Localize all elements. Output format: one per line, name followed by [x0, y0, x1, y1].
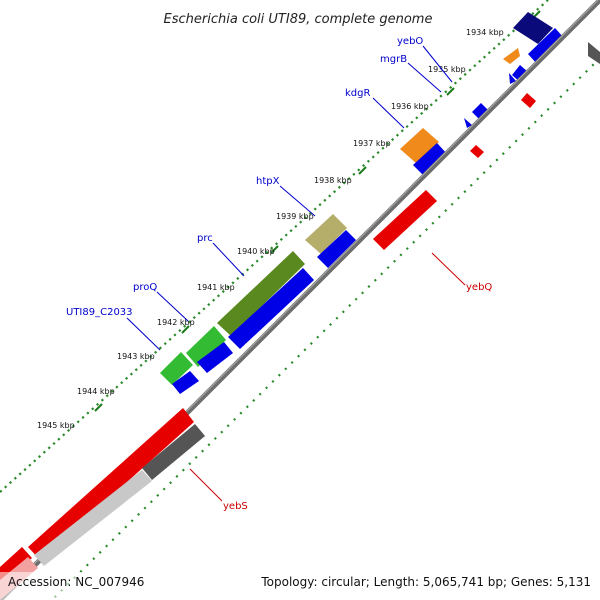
gene-labels-reverse: yebQ yebS — [189, 252, 492, 512]
leader-line — [372, 97, 405, 129]
tick-label: 1944 kbp — [77, 387, 115, 396]
genome-summary-text: Topology: circular; Length: 5,065,741 bp… — [260, 575, 591, 589]
leader-line — [212, 242, 245, 277]
cds-reverse — [373, 190, 437, 250]
cds-forward — [172, 371, 199, 394]
cds-forward — [512, 65, 528, 82]
tick-label: 1942 kbp — [157, 318, 195, 327]
leader-line — [407, 62, 442, 93]
cds-reverse — [521, 93, 536, 108]
tick-mark — [270, 245, 279, 254]
cog-feature-orange — [400, 128, 439, 163]
leader-line — [431, 252, 466, 286]
cog-feature-gray-2 — [142, 424, 205, 480]
tick-label: 1938 kbp — [314, 176, 352, 185]
leader-line — [422, 45, 453, 83]
gene-label-mgrB: mgrB — [380, 54, 407, 65]
leader-line — [156, 291, 189, 322]
cog-feature-lightgray — [34, 470, 152, 566]
cog-feature-navy — [513, 12, 553, 44]
cds-reverse — [470, 145, 484, 158]
cds-forward — [228, 268, 314, 349]
cog-feature-green — [186, 326, 226, 367]
cds-forward — [509, 73, 516, 84]
tick-mark — [181, 325, 190, 334]
leader-line — [126, 317, 161, 351]
tick-mark — [94, 403, 103, 412]
gene-label-yebQ: yebQ — [466, 282, 492, 293]
tick-label: 1934 kbp — [466, 28, 504, 37]
tick-label: 1940 kbp — [237, 247, 275, 256]
gene-label-kdgR: kdgR — [345, 88, 370, 99]
accession-text: Accession: NC_007946 — [8, 575, 144, 589]
tick-label: 1937 kbp — [353, 139, 391, 148]
tick-label: 1941 kbp — [197, 283, 235, 292]
cog-feature-orange-small — [503, 48, 520, 64]
reverse-cds-ring — [0, 93, 536, 585]
tick-mark — [446, 87, 455, 96]
cog-feature-olive — [217, 251, 305, 336]
cds-forward — [317, 230, 356, 268]
gene-label-UTI89_C2033: UTI89_C2033 — [66, 307, 133, 318]
gene-label-yebO: yebO — [397, 36, 423, 47]
cds-forward — [528, 28, 564, 64]
gene-labels-forward: yebO mgrB kdgR htpX prc proQ UTI89_C2033 — [66, 36, 453, 351]
gene-label-prc: prc — [197, 233, 213, 244]
gene-label-yebS: yebS — [223, 501, 248, 512]
footer-backdrop — [0, 572, 600, 600]
gene-label-proQ: proQ — [133, 282, 157, 293]
gene-label-htpX: htpX — [256, 176, 280, 187]
tick-label: 1936 kbp — [391, 102, 429, 111]
tick-label: 1939 kbp — [276, 212, 314, 221]
tick-label: 1943 kbp — [117, 352, 155, 361]
tick-label: 1935 kbp — [428, 65, 466, 74]
tick-labels: 1934 kbp 1935 kbp 1936 kbp 1937 kbp 1938… — [37, 28, 504, 430]
cog-feature-gray — [588, 42, 600, 64]
cds-forward — [464, 118, 472, 128]
outer-cog-ring — [160, 12, 553, 385]
cds-forward — [472, 103, 489, 120]
cds-forward — [413, 143, 448, 177]
cds-reverse — [28, 408, 194, 560]
cog-feature-green-2 — [160, 352, 193, 385]
forward-cds-ring — [172, 28, 564, 394]
leader-line — [279, 185, 316, 217]
tick-mark — [358, 166, 367, 175]
leader-line — [189, 468, 223, 502]
cog-feature-khaki — [305, 214, 347, 254]
tick-label: 1945 kbp — [37, 421, 75, 430]
cds-forward — [197, 342, 233, 373]
map-title: Escherichia coli UTI89, complete genome — [164, 12, 433, 27]
